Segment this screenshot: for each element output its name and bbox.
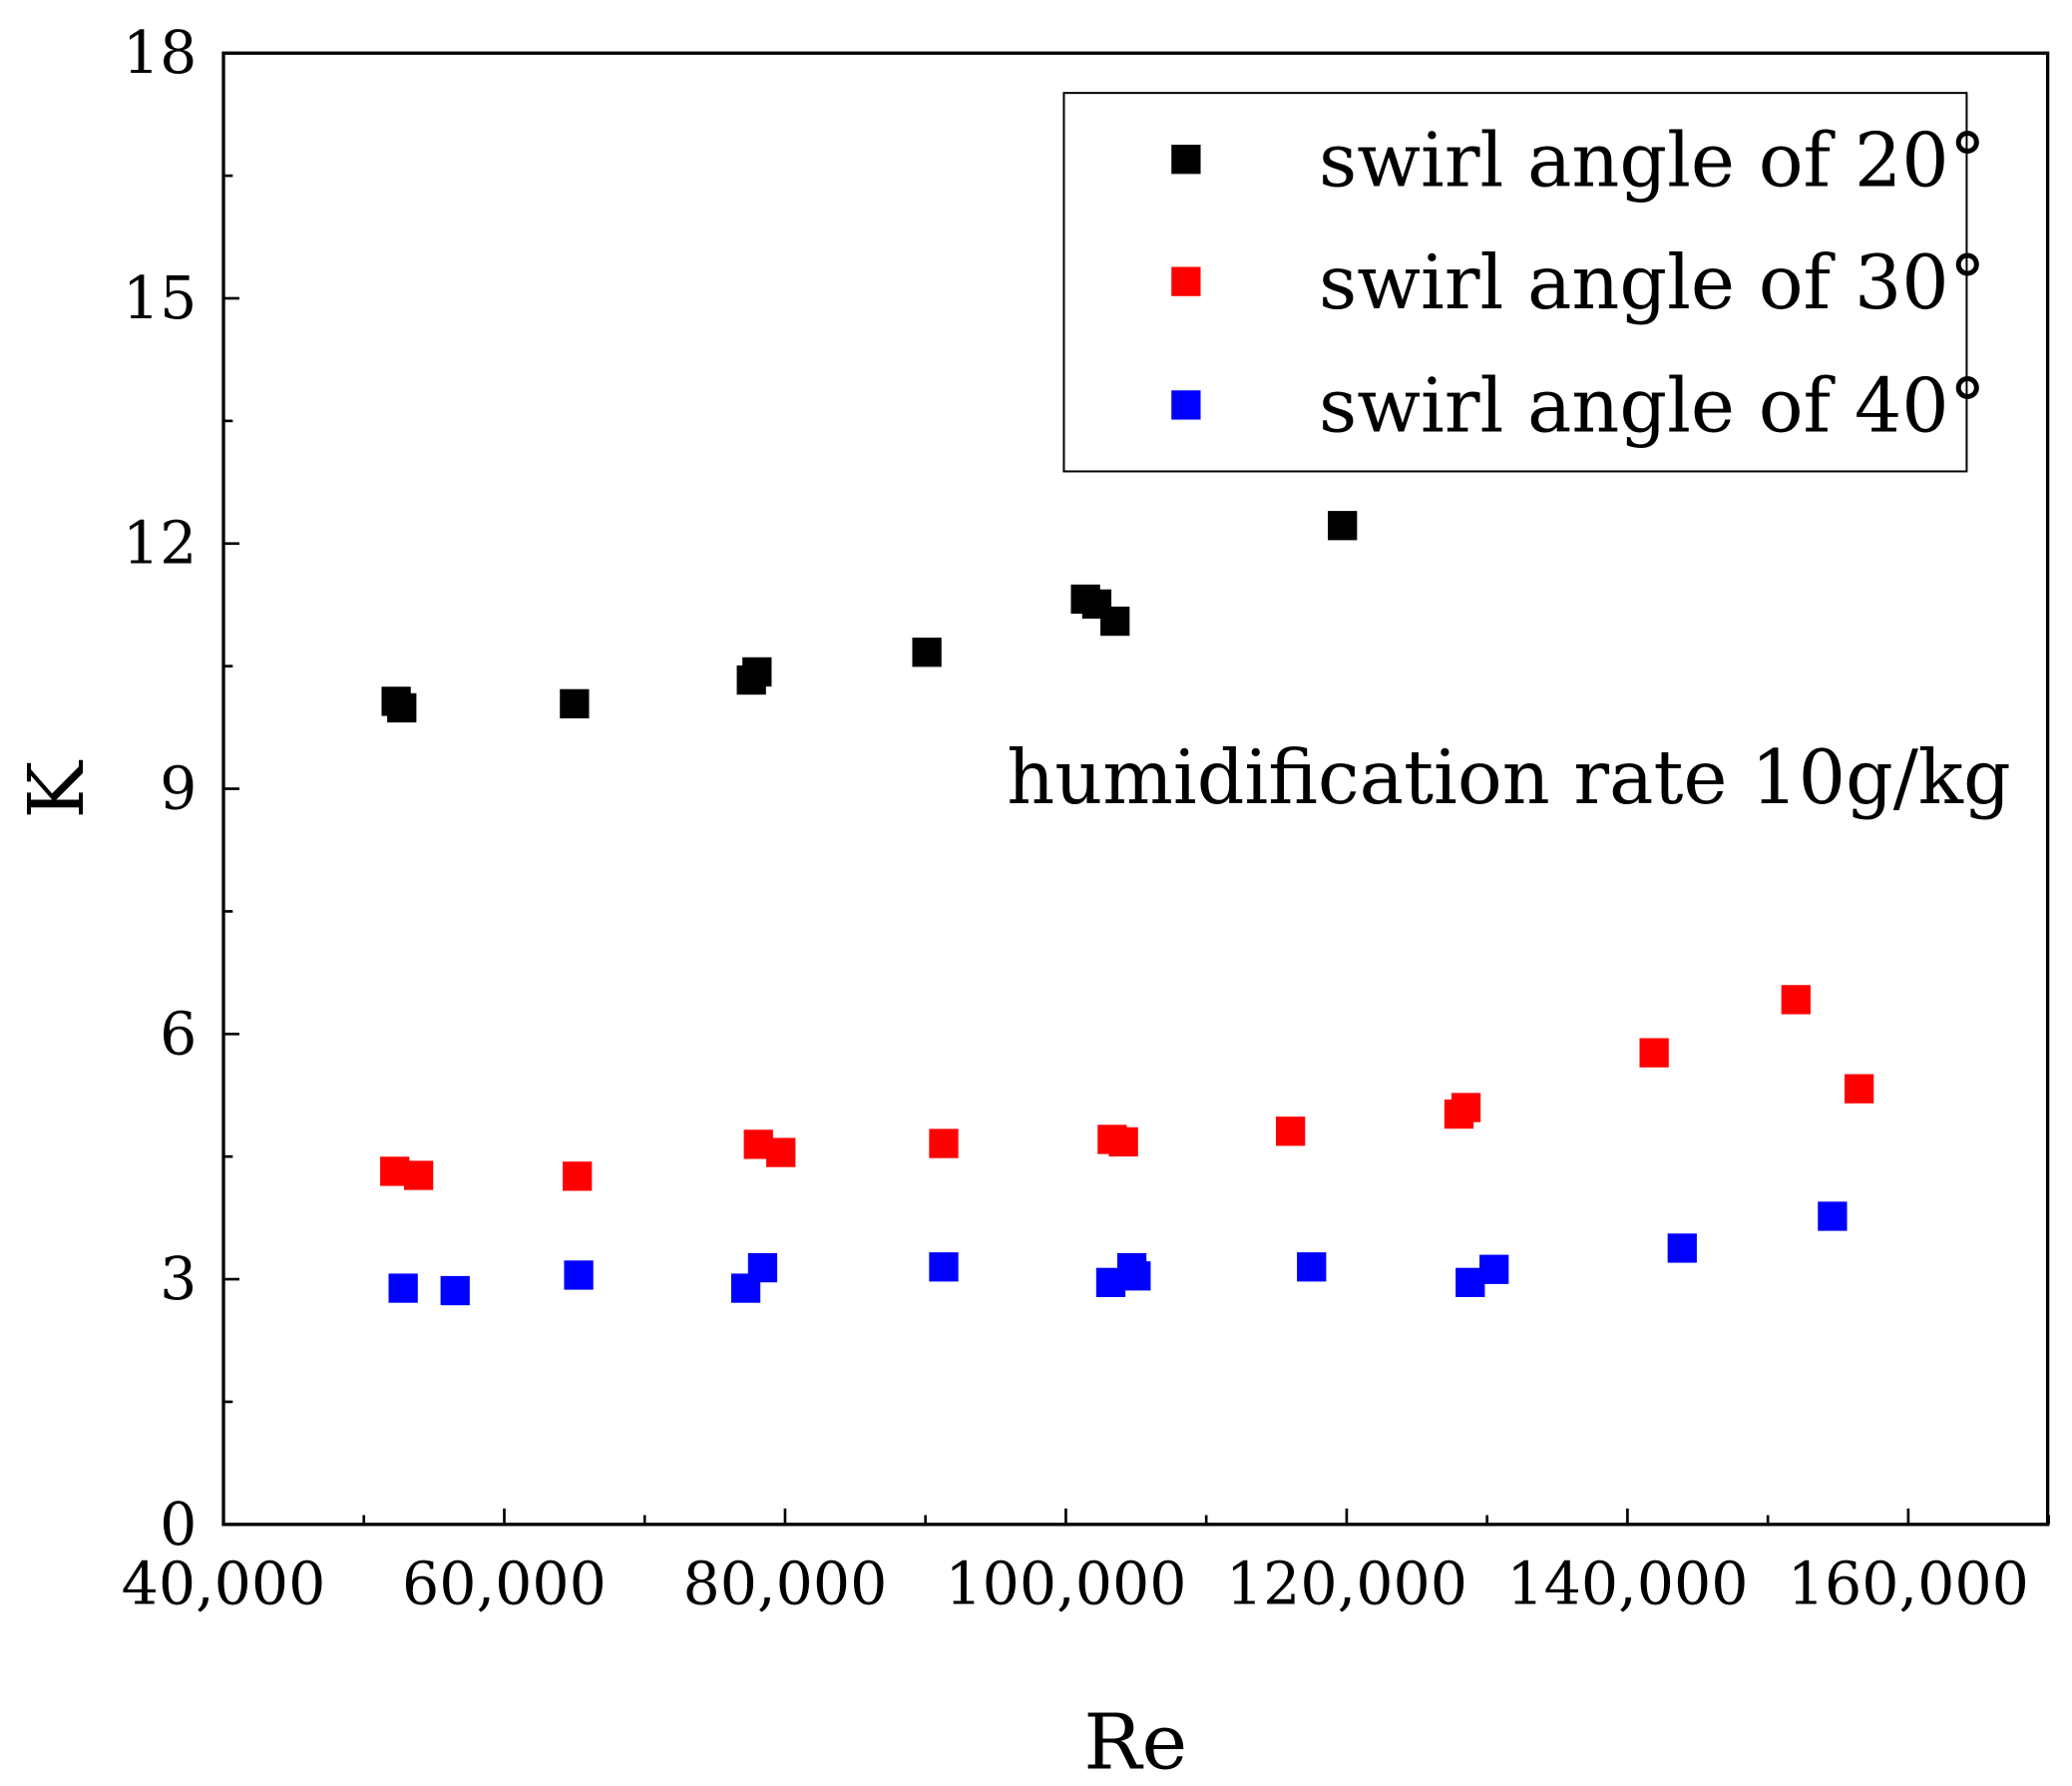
data-point xyxy=(1450,1093,1481,1122)
data-point xyxy=(1667,1233,1697,1263)
x-tick-label: 160,000 xyxy=(1788,1551,2029,1618)
data-point xyxy=(1328,511,1358,541)
data-point xyxy=(1121,1261,1151,1291)
series-2 xyxy=(380,985,1874,1191)
y-tick-label: 0 xyxy=(160,1491,197,1559)
data-points xyxy=(380,511,1874,1306)
y-tick-label: 12 xyxy=(123,510,198,578)
data-point xyxy=(1781,985,1811,1015)
x-tick-label: 140,000 xyxy=(1506,1551,1748,1618)
axes: 0 3 6 9 12 15 18 40,000 60,000 80,000 100,000 120,0… xyxy=(122,19,2050,1618)
x-tick-label: 100,000 xyxy=(945,1551,1186,1618)
series-1 xyxy=(381,511,1358,723)
x-tick-label: 120,000 xyxy=(1226,1551,1467,1618)
data-point xyxy=(1479,1254,1509,1284)
data-point xyxy=(929,1252,959,1282)
legend-label: swirl angle of 30° xyxy=(1319,239,1986,326)
data-point xyxy=(912,638,942,668)
legend: swirl angle of 20° swirl angle of 30° swir… xyxy=(1062,92,1986,473)
data-point xyxy=(929,1128,959,1158)
x-tick-label: 60,000 xyxy=(402,1551,607,1618)
data-point xyxy=(1844,1074,1874,1104)
y-tick-label: 6 xyxy=(160,1000,197,1068)
data-point xyxy=(747,1252,778,1283)
data-point xyxy=(1297,1252,1327,1282)
legend-item: swirl angle of 40° xyxy=(1171,363,1986,450)
series-3 xyxy=(388,1201,1848,1306)
x-tick-label: 80,000 xyxy=(683,1551,888,1618)
legend-item: swirl angle of 20° xyxy=(1171,117,1986,204)
y-axis-title: K xyxy=(12,760,102,819)
data-point xyxy=(1818,1201,1848,1231)
data-point xyxy=(766,1137,796,1167)
data-point xyxy=(440,1275,470,1306)
data-point xyxy=(560,688,590,718)
legend-box xyxy=(1062,92,1968,473)
data-point xyxy=(564,1260,594,1290)
legend-label: swirl angle of 40° xyxy=(1319,363,1986,450)
legend-item: swirl angle of 30° xyxy=(1171,239,1986,326)
legend-label: swirl angle of 20° xyxy=(1319,117,1986,204)
legend-marker xyxy=(1171,266,1201,296)
data-point xyxy=(387,692,417,723)
legend-marker xyxy=(1171,145,1201,175)
y-tick-label: 3 xyxy=(160,1245,197,1313)
data-point xyxy=(1639,1038,1669,1068)
data-point xyxy=(1108,1126,1138,1157)
data-point xyxy=(563,1161,593,1191)
y-tick-label: 15 xyxy=(123,264,198,332)
legend-marker xyxy=(1171,390,1201,420)
x-axis-title: Re xyxy=(1083,1698,1187,1786)
data-point xyxy=(1100,606,1130,637)
data-point xyxy=(404,1160,434,1190)
y-tick-label: 9 xyxy=(160,754,197,822)
y-tick-label: 18 xyxy=(123,19,198,87)
annotation-humidification-rate: humidification rate 10g/kg xyxy=(1007,734,2010,821)
x-tick-label: 40,000 xyxy=(122,1551,326,1618)
data-point xyxy=(388,1273,418,1303)
data-point xyxy=(742,657,772,687)
data-point xyxy=(1275,1116,1306,1146)
